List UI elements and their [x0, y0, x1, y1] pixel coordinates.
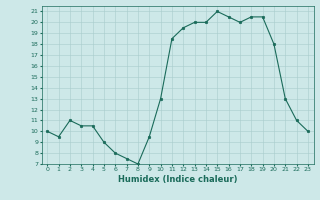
X-axis label: Humidex (Indice chaleur): Humidex (Indice chaleur) — [118, 175, 237, 184]
